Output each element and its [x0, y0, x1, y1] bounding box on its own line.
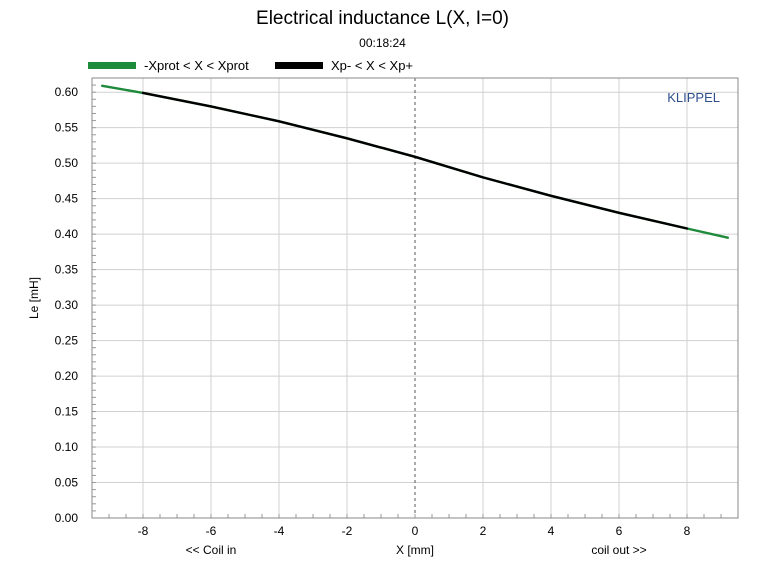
x-tick-label: 4: [548, 524, 555, 538]
x-tick-labels: -8 -6 -4 -2 0 2 4 6 8: [138, 524, 691, 538]
y-tick-label: 0.55: [55, 121, 79, 135]
y-tick-label: 0.00: [55, 511, 79, 525]
x-tick-label: 2: [480, 524, 487, 538]
y-tick-label: 0.30: [55, 298, 79, 312]
series-layer: [100, 84, 729, 239]
y-tick-label: 0.45: [55, 192, 79, 206]
legend-swatch-black: [275, 61, 323, 69]
x-tick-label: -6: [206, 524, 217, 538]
legend-label-black: Xp- < X < Xp+: [331, 57, 414, 73]
y-tick-label: 0.60: [55, 85, 79, 99]
chart-title: Electrical inductance L(X, I=0): [256, 8, 509, 29]
legend-swatch-green: [88, 61, 136, 69]
y-tick-label: 0.35: [55, 263, 79, 277]
plot-frame: [91, 77, 739, 519]
x-axis-label-right: coil out >>: [591, 543, 646, 557]
x-tick-label: 0: [412, 524, 419, 538]
y-tick-label: 0.15: [55, 405, 79, 419]
legend-label-green: -Xprot < X < Xprot: [144, 57, 249, 73]
y-tick-labels: 0.00 0.05 0.10 0.15 0.20 0.25 0.30 0.35 0.40 0.45…: [55, 85, 79, 525]
y-axis-label: Le [mH]: [27, 277, 41, 319]
y-tick-label: 0.05: [55, 476, 79, 490]
y-tick-label: 0.20: [55, 369, 79, 383]
y-tick-label: 0.10: [55, 440, 79, 454]
series-line-black: [141, 91, 689, 230]
chart-subtitle: 00:18:24: [359, 36, 406, 50]
y-tick-label: 0.40: [55, 227, 79, 241]
x-tick-label: 8: [684, 524, 691, 538]
y-tick-label: 0.50: [55, 156, 79, 170]
x-tick-label: -4: [274, 524, 285, 538]
minor-tick-layer: [92, 77, 722, 519]
x-axis-label: X [mm]: [396, 543, 434, 557]
x-tick-label: -2: [342, 524, 353, 538]
x-tick-label: 6: [616, 524, 623, 538]
legend-item-green: -Xprot < X < Xprot: [88, 57, 249, 73]
x-axis-label-left: << Coil in: [186, 543, 237, 557]
y-tick-label: 0.25: [55, 334, 79, 348]
x-tick-label: -8: [138, 524, 149, 538]
legend-item-black: Xp- < X < Xp+: [275, 57, 413, 73]
watermark-text: KLIPPEL: [667, 90, 720, 105]
